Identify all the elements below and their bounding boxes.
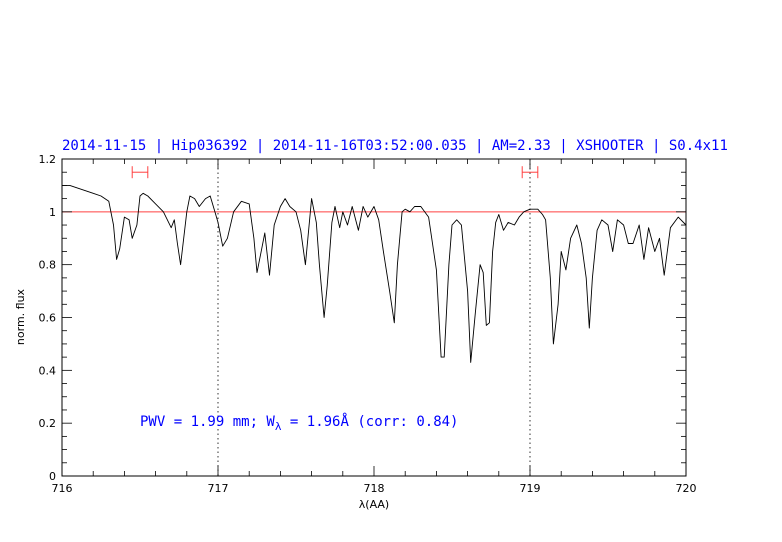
spectrum-series <box>62 184 687 363</box>
x-tick-label: 720 <box>676 482 697 495</box>
plot-decorations <box>62 159 686 476</box>
x-axis-label: λ(AA) <box>359 498 389 511</box>
y-tick-label: 0 <box>49 470 56 483</box>
y-tick-label: 1 <box>49 206 56 219</box>
plot-axes: 716 717 718 719 720 0 0.2 0.4 0.6 0.8 1 1.2 <box>39 153 697 495</box>
x-tick-label: 717 <box>208 482 229 495</box>
pwv-annotation-prefix: PWV = 1.99 mm; W <box>140 414 275 430</box>
x-tick-label: 719 <box>520 482 541 495</box>
y-tick-label: 0.6 <box>39 312 57 325</box>
y-tick-label: 0.4 <box>39 364 57 377</box>
y-tick-label: 0.8 <box>39 259 57 272</box>
chart-title: 2014-11-15 | Hip036392 | 2014-11-16T03:5… <box>62 138 728 154</box>
pwv-annotation-subscript: λ <box>275 420 282 433</box>
pwv-annotation-suffix: = 1.96Å (corr: 0.84) <box>281 413 458 430</box>
y-tick-label: 0.2 <box>39 417 57 430</box>
x-tick-label: 718 <box>364 482 385 495</box>
y-tick-label: 1.2 <box>39 153 57 166</box>
spectrum-line-0 <box>62 184 687 363</box>
x-tick-label: 716 <box>52 482 73 495</box>
pwv-annotation: PWV = 1.99 mm; Wλ = 1.96Å (corr: 0.84) <box>140 413 459 433</box>
y-axis-label: norm. flux <box>14 288 27 345</box>
